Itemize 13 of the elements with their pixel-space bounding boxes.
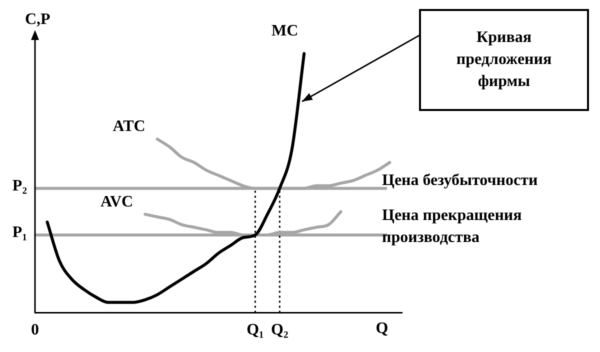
ref-line-label: P₂ bbox=[12, 178, 28, 195]
series-label: ATC bbox=[112, 118, 146, 136]
y-axis-title: C,P bbox=[25, 11, 51, 28]
x-tick-label: Q₂ bbox=[271, 322, 288, 339]
series-label: AVC bbox=[100, 193, 134, 210]
x-axis-title: Q bbox=[376, 320, 388, 337]
annotation: Цена безубыточности bbox=[382, 172, 538, 190]
annotation: Цена прекращения производства bbox=[382, 207, 522, 246]
x-tick-label: Q₁ bbox=[246, 322, 264, 339]
x-tick-label: 0 bbox=[31, 322, 39, 339]
text: Кривая предложения фирмы bbox=[456, 29, 552, 90]
ref-line-label: P₁ bbox=[12, 224, 28, 242]
series-label: MC bbox=[271, 22, 298, 40]
